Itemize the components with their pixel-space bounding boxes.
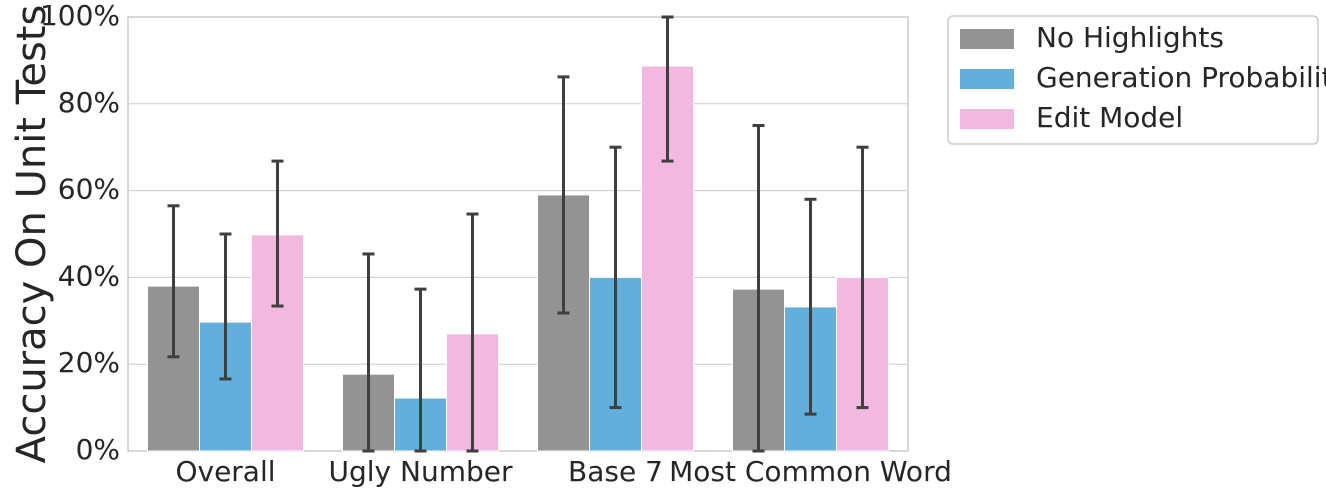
legend-frame [947, 15, 1319, 145]
error-bar [362, 252, 375, 453]
x-tick-label: Most Common Word [669, 455, 952, 488]
error-bar [219, 232, 232, 381]
x-tick-label: Overall [175, 455, 275, 488]
x-tick-label: Base 7 [568, 455, 663, 488]
plot-frame [127, 16, 909, 452]
x-tick-label: Ugly Number [329, 455, 513, 488]
y-axis-label: Accuracy On Unit Tests [9, 5, 55, 464]
legend-label: Edit Model [1036, 101, 1183, 134]
y-tick-label: 100% [40, 0, 120, 32]
y-tick-label: 60% [58, 173, 120, 206]
legend-swatch [960, 69, 1014, 89]
legend-label: No Highlights [1036, 21, 1224, 54]
y-tick-label: 80% [58, 86, 120, 119]
error-bar [167, 204, 180, 359]
error-bar [856, 145, 869, 410]
error-bar [414, 287, 427, 453]
error-bar [557, 75, 570, 315]
error-bar [271, 159, 284, 308]
legend-swatch [960, 29, 1014, 49]
error-bar [752, 124, 765, 453]
legend-swatch [960, 109, 1014, 129]
error-bar [804, 197, 817, 416]
error-bar [661, 15, 674, 163]
y-tick-label: 0% [76, 433, 120, 466]
y-tick-label: 20% [58, 346, 120, 379]
error-bar [466, 212, 479, 453]
legend-label: Generation Probability [1036, 61, 1326, 94]
error-bar [609, 145, 622, 410]
y-tick-label: 40% [58, 259, 120, 292]
